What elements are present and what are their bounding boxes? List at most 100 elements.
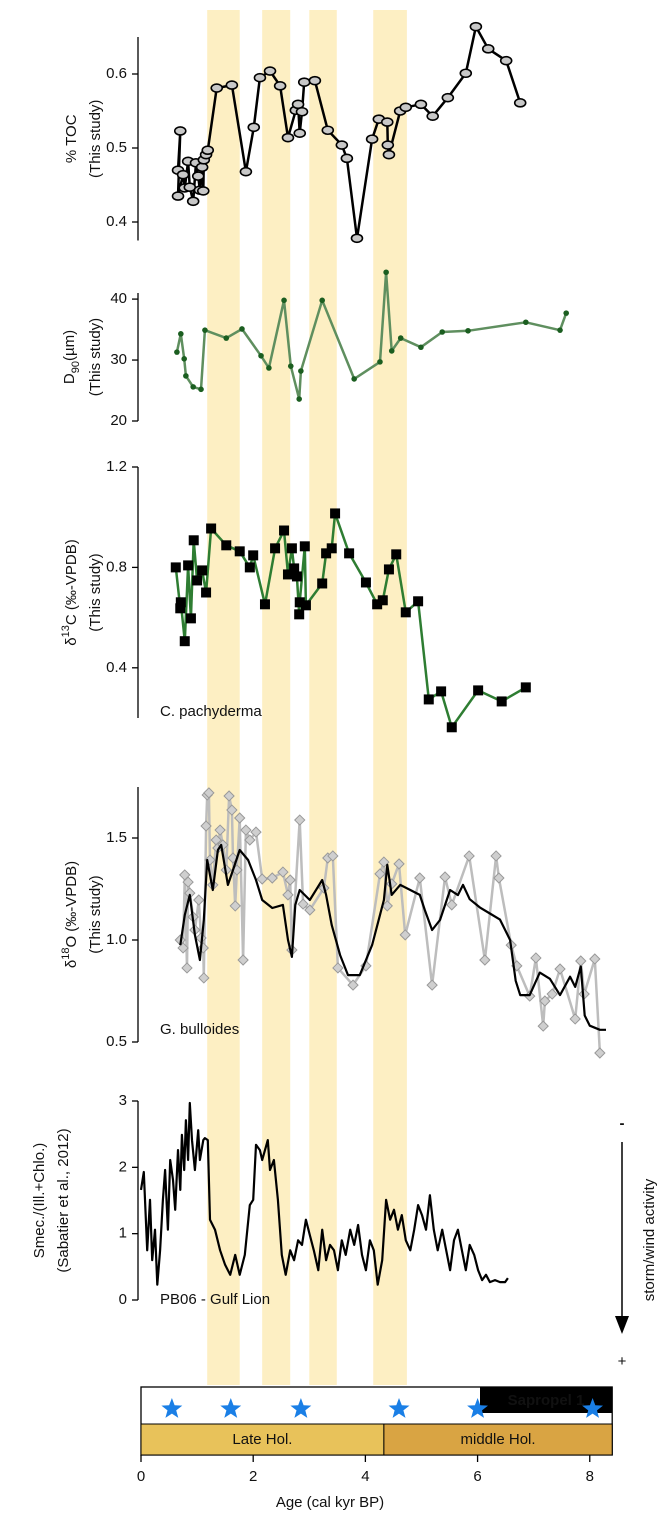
annotation: C. pachyderma [160, 703, 262, 720]
marker [479, 954, 491, 966]
marker [308, 75, 322, 86]
label-part: (This study) [87, 553, 104, 631]
label-part: (This study) [87, 318, 104, 396]
y-tick-label: 0.4 [106, 659, 127, 676]
marker [291, 571, 302, 582]
marker [286, 543, 297, 554]
marker [418, 344, 424, 351]
marker [191, 171, 205, 181]
annotation: PB06 - Gulf Lion [160, 1291, 270, 1308]
marker [351, 376, 357, 382]
marker [304, 904, 316, 916]
marker [279, 525, 290, 536]
marker [188, 535, 199, 546]
marker [537, 1020, 549, 1032]
marker [214, 824, 226, 836]
marker [300, 600, 311, 611]
y-tick-label: 0.5 [106, 139, 127, 156]
marker [321, 125, 335, 136]
marker [210, 83, 224, 93]
marker [347, 979, 359, 991]
star [290, 1398, 312, 1418]
marker [296, 396, 302, 402]
marker [459, 68, 473, 79]
label-part: % TOC [63, 114, 80, 163]
marker [256, 873, 268, 885]
marker [229, 900, 241, 912]
marker [206, 523, 217, 534]
marker [344, 548, 355, 559]
y-tick-label: 40 [110, 290, 127, 307]
marker [414, 99, 428, 110]
marker [190, 384, 196, 390]
marker [223, 335, 230, 341]
marker [273, 81, 287, 91]
marker [382, 149, 396, 160]
marker [287, 363, 294, 369]
y-tick-label: 0.5 [106, 1033, 127, 1050]
marker [250, 826, 262, 838]
marker [223, 790, 235, 802]
marker [173, 126, 187, 136]
marker [181, 356, 187, 362]
marker [513, 98, 527, 108]
highlight-band [262, 10, 291, 1385]
y-tick-label: 0.8 [106, 558, 127, 575]
marker [200, 820, 212, 832]
label-superscript: 13 [60, 625, 72, 637]
label-part: D [61, 373, 78, 384]
y-axis-label: (This study) [87, 875, 104, 953]
y-axis-label: (Sabatier et al., 2012) [55, 1128, 72, 1272]
marker [298, 368, 304, 374]
label-part: C (‰-VPDB) [63, 539, 80, 625]
star [220, 1398, 242, 1418]
x-tick-label: 6 [473, 1468, 481, 1485]
marker [326, 543, 337, 554]
marker [397, 335, 404, 341]
marker [179, 636, 190, 647]
marker [557, 327, 563, 333]
y-axis-label: δ13C (‰-VPDB) [60, 539, 80, 645]
marker [203, 787, 215, 799]
marker [175, 597, 186, 608]
star [467, 1398, 488, 1418]
x-tick-label: 4 [361, 1468, 369, 1485]
marker [289, 563, 300, 574]
marker [177, 942, 189, 954]
marker [399, 929, 411, 941]
star [161, 1398, 183, 1418]
marker [481, 44, 495, 54]
marker [469, 21, 483, 32]
marker [198, 972, 210, 984]
y-tick-label: 20 [110, 412, 127, 429]
marker [239, 166, 253, 177]
marker [197, 565, 208, 576]
period-bar [383, 1423, 613, 1456]
scale-arrowhead [615, 1316, 629, 1334]
marker [463, 850, 475, 862]
marker [234, 812, 246, 824]
x-axis-title: Age (cal kyr BP) [276, 1494, 384, 1511]
marker [520, 682, 531, 693]
marker [178, 331, 184, 337]
sapropel-label: Sapropel 1 [508, 1392, 585, 1409]
marker [321, 548, 332, 559]
marker [294, 609, 305, 620]
marker [277, 866, 289, 878]
marker [282, 889, 294, 901]
marker [499, 55, 513, 66]
marker [423, 694, 434, 705]
marker [281, 297, 287, 304]
marker [192, 575, 203, 586]
marker [284, 874, 296, 886]
marker [575, 955, 587, 967]
band-layer [207, 10, 407, 1385]
marker [198, 386, 204, 393]
marker [201, 145, 215, 156]
marker [319, 297, 325, 304]
y-axis-label: Smec./(Ill.+Chlo.) [31, 1143, 48, 1258]
marker [183, 560, 194, 571]
marker [186, 196, 200, 207]
annotation: G. bulloides [160, 1021, 239, 1038]
marker [226, 804, 238, 816]
